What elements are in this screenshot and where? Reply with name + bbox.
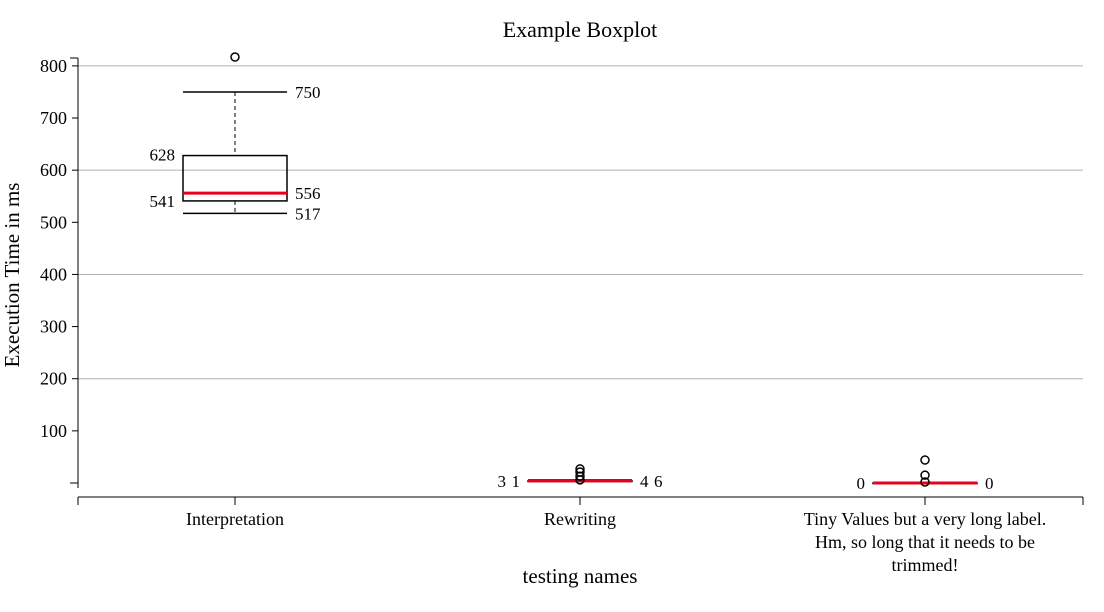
box (182, 154, 288, 202)
outlier-point (920, 455, 930, 465)
y-tick-label: 700 (40, 108, 67, 128)
y-tick-label: 600 (40, 160, 67, 180)
x-tick-label: Rewriting (544, 509, 616, 529)
left-value-label: 0 (857, 474, 866, 493)
outlier-point (575, 467, 585, 477)
y-tick-label: 300 (40, 317, 67, 337)
y-tick-label: 100 (40, 421, 67, 441)
outlier-point (230, 52, 240, 62)
chart-title: Example Boxplot (503, 17, 658, 42)
x-tick-label: Tiny Values but a very long label. (804, 509, 1046, 529)
right-value-label: 6 (654, 472, 663, 491)
right-value-label: 4 (640, 472, 649, 491)
y-axis-label: Execution Time in ms (0, 183, 24, 368)
x-tick-label: Interpretation (186, 509, 284, 529)
median-label: 556 (295, 184, 321, 203)
x-tick-label: trimmed! (892, 555, 959, 575)
outlier-point (920, 477, 930, 487)
left-value-label: 3 (498, 472, 507, 491)
x-axis-label: testing names (523, 564, 638, 588)
outlier-point (575, 464, 585, 474)
y-tick-label: 400 (40, 264, 67, 284)
outlier-point (920, 470, 930, 480)
left-value-label: 1 (512, 472, 521, 491)
min-label: 517 (295, 204, 321, 223)
right-value-label: 0 (985, 474, 994, 493)
y-tick-label: 200 (40, 369, 67, 389)
q1-label: 541 (150, 192, 176, 211)
max-label: 750 (295, 83, 321, 102)
x-tick-label: Hm, so long that it needs to be (815, 532, 1035, 552)
q3-label: 628 (150, 146, 176, 165)
y-tick-label: 800 (40, 56, 67, 76)
y-tick-label: 500 (40, 212, 67, 232)
